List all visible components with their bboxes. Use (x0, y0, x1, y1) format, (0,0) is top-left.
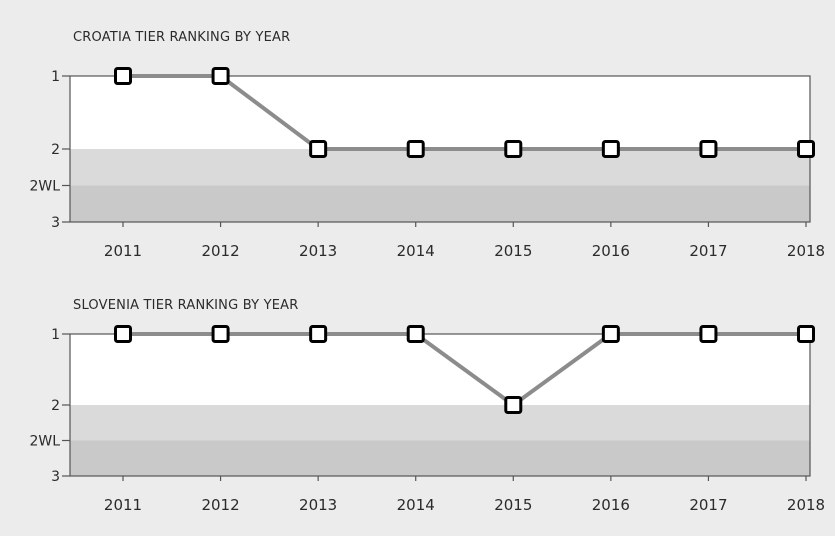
slovenia-x-tick-label: 2015 (494, 496, 532, 514)
croatia-chart-panel: 1 2 2WL 3 2011 2012 2013 2014 2015 2016 2017 2018 C… (0, 0, 835, 268)
slovenia-x-tick-label: 2016 (592, 496, 630, 514)
croatia-x-tick-label: 2012 (201, 242, 239, 260)
slovenia-data-point-2011 (114, 325, 132, 343)
slovenia-data-point-2012 (211, 325, 230, 343)
croatia-data-point-2013 (309, 140, 328, 158)
croatia-x-tick-label: 2015 (494, 242, 532, 260)
croatia-y-tick-label: 3 (51, 215, 60, 231)
slovenia-data-point-2014 (406, 325, 425, 343)
croatia-tier-band-1 (70, 185, 810, 222)
croatia-data-point-2015 (504, 140, 523, 158)
slovenia-x-tick-label: 2013 (299, 496, 337, 514)
slovenia-y-tick-label: 2 (51, 398, 60, 414)
croatia-tier-band-0 (70, 149, 810, 186)
slovenia-data-point-2018 (797, 325, 815, 343)
slovenia-data-point-2017 (699, 325, 718, 343)
croatia-x-tick-label: 2017 (689, 242, 727, 260)
croatia-data-point-2016 (601, 140, 620, 158)
slovenia-x-tick-label: 2017 (689, 496, 727, 514)
croatia-x-tick-label: 2013 (299, 242, 337, 260)
croatia-y-tick-label: 2WL (29, 179, 60, 195)
slovenia-y-tick-label: 1 (51, 327, 60, 343)
slovenia-x-tick-label: 2014 (397, 496, 435, 514)
croatia-y-tick-label: 2 (51, 142, 60, 158)
croatia-data-point-2018 (797, 140, 815, 158)
croatia-x-tick-label: 2014 (397, 242, 435, 260)
slovenia-data-point-2015 (504, 396, 523, 414)
slovenia-chart: 1 2 2WL 3 2011 2012 2013 2014 2015 2016 2017 2018 (29, 325, 825, 514)
croatia-data-point-2014 (406, 140, 425, 158)
slovenia-y-tick-label: 3 (51, 469, 60, 485)
croatia-x-tick-label: 2016 (592, 242, 630, 260)
slovenia-data-point-2013 (309, 325, 328, 343)
slovenia-chart-title: SLOVENIA TIER RANKING BY YEAR (73, 298, 299, 313)
croatia-chart: 1 2 2WL 3 2011 2012 2013 2014 2015 2016 2017 2018 (29, 67, 825, 260)
slovenia-x-tick-label: 2012 (201, 496, 239, 514)
slovenia-chart-panel: 1 2 2WL 3 2011 2012 2013 2014 2015 2016 2017 2018 S… (0, 268, 835, 536)
croatia-data-point-2017 (699, 140, 718, 158)
slovenia-x-tick-label: 2011 (104, 496, 142, 514)
slovenia-series-line (123, 332, 806, 407)
slovenia-tier-band-1 (70, 440, 810, 476)
slovenia-tier-band-0 (70, 405, 810, 441)
croatia-series-line (123, 74, 806, 151)
croatia-x-tick-label: 2011 (104, 242, 142, 260)
croatia-chart-title: CROATIA TIER RANKING BY YEAR (73, 30, 291, 45)
slovenia-y-tick-label: 2WL (29, 434, 60, 450)
slovenia-data-point-2016 (601, 325, 620, 343)
croatia-data-point-2012 (211, 67, 230, 85)
croatia-y-tick-label: 1 (51, 69, 60, 85)
croatia-x-tick-label: 2018 (787, 242, 825, 260)
slovenia-x-tick-label: 2018 (787, 496, 825, 514)
croatia-data-point-2011 (114, 67, 132, 85)
